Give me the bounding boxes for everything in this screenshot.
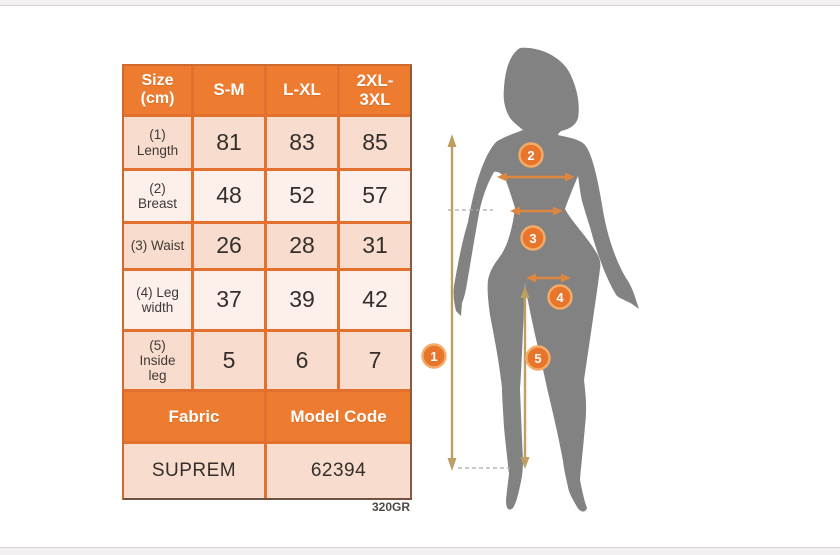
length-arrow <box>447 134 457 471</box>
fabric-header: Fabric <box>124 392 264 441</box>
leg-width-arrow <box>526 273 571 283</box>
svg-text:5: 5 <box>534 351 541 366</box>
breast-arrow <box>497 172 575 182</box>
legwidth-lxl-value: 39 <box>267 271 337 329</box>
insideleg-sm-value: 5 <box>194 332 264 389</box>
insideleg-2xl3xl-value: 7 <box>340 332 410 389</box>
svg-text:3: 3 <box>529 231 536 246</box>
bottom-edge-strip <box>0 547 840 555</box>
body-silhouette-diagram: 1 2 3 4 5 <box>421 47 639 512</box>
marker-5: 5 <box>525 345 551 371</box>
marker-2: 2 <box>518 142 544 168</box>
svg-text:1: 1 <box>430 349 437 364</box>
row-waist-label: (3) Waist <box>124 224 191 268</box>
header-size-lxl: L-XL <box>267 66 337 114</box>
model-code-value: 62394 <box>267 444 410 498</box>
breast-lxl-value: 52 <box>267 171 337 221</box>
breast-2xl3xl-value: 57 <box>340 171 410 221</box>
top-edge-strip <box>0 0 840 6</box>
length-lxl-value: 83 <box>267 117 337 168</box>
female-silhouette <box>453 47 639 512</box>
header-size-cm: Size (cm) <box>124 66 191 114</box>
legwidth-2xl3xl-value: 42 <box>340 271 410 329</box>
length-2xl3xl-value: 85 <box>340 117 410 168</box>
fabric-value: SUPREM <box>124 444 264 498</box>
inside-leg-arrow <box>520 286 530 469</box>
waist-arrow <box>510 206 563 216</box>
row-legwidth-label: (4) Leg width <box>124 271 191 329</box>
marker-3: 3 <box>520 225 546 251</box>
row-breast-label: (2) Breast <box>124 171 191 221</box>
breast-sm-value: 48 <box>194 171 264 221</box>
waist-lxl-value: 28 <box>267 224 337 268</box>
marker-4: 4 <box>547 284 573 310</box>
legwidth-sm-value: 37 <box>194 271 264 329</box>
row-length-label: (1) Length <box>124 117 191 168</box>
weight-note: 320GR <box>371 500 410 514</box>
header-size-sm: S-M <box>194 66 264 114</box>
svg-text:4: 4 <box>556 290 564 305</box>
waist-sm-value: 26 <box>194 224 264 268</box>
model-code-header: Model Code <box>267 392 410 441</box>
waist-2xl3xl-value: 31 <box>340 224 410 268</box>
row-insideleg-label: (5) Inside leg <box>124 332 191 389</box>
length-sm-value: 81 <box>194 117 264 168</box>
marker-1: 1 <box>421 343 447 369</box>
header-size-2xl3xl: 2XL- 3XL <box>340 66 410 114</box>
insideleg-lxl-value: 6 <box>267 332 337 389</box>
svg-text:2: 2 <box>527 148 534 163</box>
size-chart-table: Size (cm) S-M L-XL 2XL- 3XL (1) Length 8… <box>122 64 412 500</box>
